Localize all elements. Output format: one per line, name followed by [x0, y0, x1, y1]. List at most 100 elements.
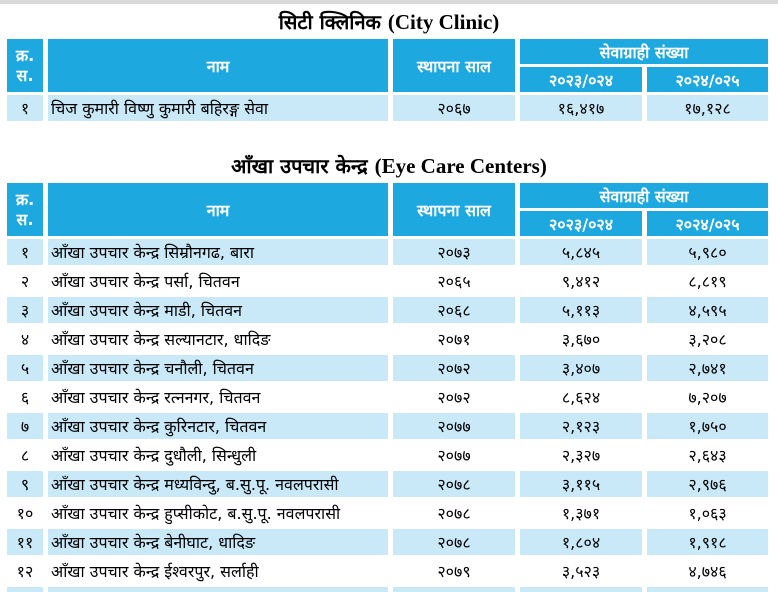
table-row: १ आँखा उपचार केन्द्र सिम्रौनगढ, बारा २०७… [7, 239, 768, 265]
fy2-cell: २,७४१ [647, 355, 768, 381]
fy1-cell: ५,११३ [520, 297, 642, 323]
name-cell: चिज कुमारी विष्णु कुमारी बहिरङ्ग सेवा [48, 95, 388, 121]
header-established-year: स्थापना साल [393, 39, 515, 92]
name-cell: आँखा उपचार केन्द्र माडी, चितवन [48, 297, 388, 323]
year-cell: २०६५ [393, 268, 515, 294]
table-row: १ चिज कुमारी विष्णु कुमारी बहिरङ्ग सेवा … [7, 95, 768, 121]
fy1-cell: ५,८४५ [520, 239, 642, 265]
fy1-cell: २,३२७ [520, 442, 642, 468]
header-established-year: स्थापना साल [393, 183, 515, 236]
sn-cell: १ [7, 95, 43, 121]
year-cell: २०६७ [393, 95, 515, 121]
name-cell: आँखा उपचार केन्द्र रत्ननगर, चितवन [48, 384, 388, 410]
header-serial-line1: क्र. [15, 190, 35, 210]
city-clinic-title-english: (City Clinic) [387, 10, 500, 34]
name-cell: आँखा उपचार केन्द्र दुधौली, सिन्धुली [48, 442, 388, 468]
sn-cell: ७ [7, 413, 43, 439]
header-name: नाम [48, 39, 388, 92]
header-fy-2024-025: २०२४/०२५ [647, 67, 768, 92]
city-clinic-title-nepali: सिटी क्लिनिक [278, 10, 381, 34]
sn-cell: १० [7, 500, 43, 526]
name-cell: आँखा उपचार केन्द्र सिम्रौनगढ, बारा [48, 239, 388, 265]
header-clients-count: सेवाग्राही संख्या [520, 39, 768, 64]
name-cell [48, 587, 388, 592]
fy2-cell: १,७५० [647, 413, 768, 439]
fy1-cell: १६,४१७ [520, 95, 642, 121]
table-row: ७ आँखा उपचार केन्द्र कुरिनटार, चितवन २०७… [7, 413, 768, 439]
eye-care-title: आँखा उपचार केन्द्र (Eye Care Centers) [0, 153, 778, 179]
table-row: १२ आँखा उपचार केन्द्र ईश्वरपुर, सर्लाही … [7, 558, 768, 584]
city-clinic-title: सिटी क्लिनिक (City Clinic) [0, 9, 778, 35]
fy2-cell: २,९७६ [647, 471, 768, 497]
fy2-cell [647, 587, 768, 592]
name-cell: आँखा उपचार केन्द्र मध्यविन्दु, ब.सु.पू. … [48, 471, 388, 497]
header-clients-count: सेवाग्राही संख्या [520, 183, 768, 208]
sn-cell: १२ [7, 558, 43, 584]
name-cell: आँखा उपचार केन्द्र सल्यानटार, धादिङ [48, 326, 388, 352]
name-cell: आँखा उपचार केन्द्र पर्सा, चितवन [48, 268, 388, 294]
fy2-cell: ५,९८० [647, 239, 768, 265]
table-row: ५ आँखा उपचार केन्द्र चनौली, चितवन २०७२ ३… [7, 355, 768, 381]
sn-cell: ३ [7, 297, 43, 323]
fy1-cell [520, 587, 642, 592]
header-serial-line2: स. [16, 209, 34, 229]
sn-cell: ५ [7, 355, 43, 381]
eye-care-table: क्र. स. नाम स्थापना साल सेवाग्राही संख्य… [2, 180, 773, 592]
eye-care-title-nepali: आँखा उपचार केन्द्र [231, 154, 368, 178]
fy1-cell: १,३७१ [520, 500, 642, 526]
year-cell: २०७८ [393, 529, 515, 555]
name-cell: आँखा उपचार केन्द्र कुरिनटार, चितवन [48, 413, 388, 439]
fy1-cell: १,८०४ [520, 529, 642, 555]
table-row: ८ आँखा उपचार केन्द्र दुधौली, सिन्धुली २०… [7, 442, 768, 468]
fy1-cell: ९,४१२ [520, 268, 642, 294]
fy2-cell: ८,८१९ [647, 268, 768, 294]
header-fy-2023-024: २०२३/०२४ [520, 211, 642, 236]
fy1-cell: ३,५२३ [520, 558, 642, 584]
city-clinic-table-header: क्र. स. नाम स्थापना साल सेवाग्राही संख्य… [7, 39, 768, 92]
page-top-edge-strip [0, 0, 778, 4]
header-serial-number: क्र. स. [7, 39, 43, 92]
sn-cell: १ [7, 239, 43, 265]
name-cell: आँखा उपचार केन्द्र ईश्वरपुर, सर्लाही [48, 558, 388, 584]
fy2-cell: १,९१८ [647, 529, 768, 555]
name-cell: आँखा उपचार केन्द्र हुप्सीकोट, ब.सु.पू. न… [48, 500, 388, 526]
year-cell: २०७८ [393, 500, 515, 526]
year-cell: २०७२ [393, 355, 515, 381]
fy2-cell: १,०६३ [647, 500, 768, 526]
eye-care-title-english: (Eye Care Centers) [374, 154, 547, 178]
sn-cell: २ [7, 268, 43, 294]
fy2-cell: ७,२०७ [647, 384, 768, 410]
header-name: नाम [48, 183, 388, 236]
header-fy-2024-025: २०२४/०२५ [647, 211, 768, 236]
table-row: २ आँखा उपचार केन्द्र पर्सा, चितवन २०६५ ९… [7, 268, 768, 294]
year-cell: २०७७ [393, 413, 515, 439]
fy2-cell: २,६४३ [647, 442, 768, 468]
year-cell: २०७८ [393, 471, 515, 497]
table-row: ९ आँखा उपचार केन्द्र मध्यविन्दु, ब.सु.पू… [7, 471, 768, 497]
table-row: १० आँखा उपचार केन्द्र हुप्सीकोट, ब.सु.पू… [7, 500, 768, 526]
year-cell [393, 587, 515, 592]
fy2-cell: १७,१२८ [647, 95, 768, 121]
header-serial-line2: स. [16, 65, 34, 85]
sn-cell: ११ [7, 529, 43, 555]
year-cell: २०७२ [393, 384, 515, 410]
city-clinic-table: क्र. स. नाम स्थापना साल सेवाग्राही संख्य… [2, 36, 773, 124]
year-cell: २०६८ [393, 297, 515, 323]
fy2-cell: ४,५९५ [647, 297, 768, 323]
fy1-cell: ३,४०७ [520, 355, 642, 381]
sn-cell: ४ [7, 326, 43, 352]
name-cell: आँखा उपचार केन्द्र बेनीघाट, धादिङ [48, 529, 388, 555]
eye-care-table-header: क्र. स. नाम स्थापना साल सेवाग्राही संख्य… [7, 183, 768, 236]
header-serial-number: क्र. स. [7, 183, 43, 236]
table-row: ६ आँखा उपचार केन्द्र रत्ननगर, चितवन २०७२… [7, 384, 768, 410]
fy1-cell: ३,६७० [520, 326, 642, 352]
fy1-cell: ३,११५ [520, 471, 642, 497]
header-fy-2023-024: २०२३/०२४ [520, 67, 642, 92]
sn-cell [7, 587, 43, 592]
fy2-cell: ४,७४६ [647, 558, 768, 584]
table-row: ११ आँखा उपचार केन्द्र बेनीघाट, धादिङ २०७… [7, 529, 768, 555]
sn-cell: ९ [7, 471, 43, 497]
table-row: ४ आँखा उपचार केन्द्र सल्यानटार, धादिङ २०… [7, 326, 768, 352]
sn-cell: ६ [7, 384, 43, 410]
